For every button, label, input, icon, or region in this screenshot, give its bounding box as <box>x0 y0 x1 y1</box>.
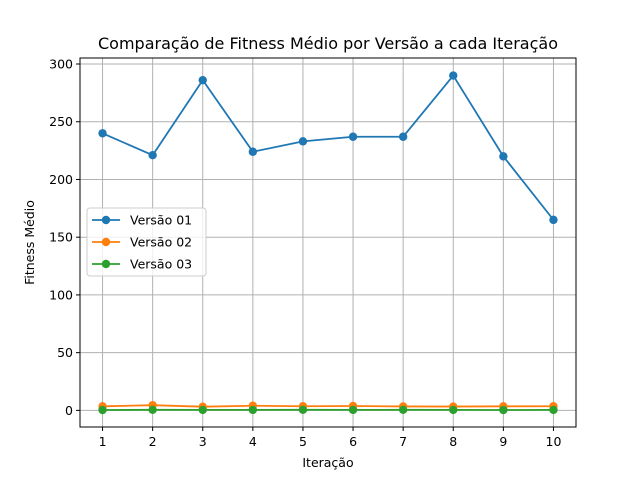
data-point <box>398 132 408 141</box>
plot-frame <box>79 57 577 428</box>
data-point <box>549 405 558 415</box>
series-line <box>102 404 554 408</box>
x-tick-label: 6 <box>349 434 357 449</box>
legend-marker <box>101 215 111 225</box>
legend-box <box>86 207 207 277</box>
y-tick-label: 300 <box>49 57 73 72</box>
legend-marker <box>101 237 111 247</box>
x-axis-label: Iteração <box>302 455 353 470</box>
data-point <box>148 151 157 160</box>
y-axis-label: Fitness Médio <box>22 200 37 285</box>
x-tick-label: 4 <box>249 434 257 449</box>
legend-item: Versão 02 <box>92 235 192 250</box>
x-tick-label: 2 <box>149 434 157 449</box>
legend-marker <box>101 259 111 269</box>
legend-label: Versão 02 <box>130 235 192 250</box>
data-point <box>348 405 358 415</box>
x-tick-label: 3 <box>199 434 207 449</box>
data-point <box>98 405 107 415</box>
x-tick-label: 8 <box>449 434 457 449</box>
series-line <box>102 74 555 221</box>
data-point <box>248 147 258 156</box>
data-point <box>499 405 508 415</box>
data-point <box>449 71 458 80</box>
series-layer <box>98 71 558 415</box>
series-3 <box>98 405 558 415</box>
legend: Versão 01 Versão 02 Versão 03 <box>86 207 207 277</box>
data-point <box>198 75 207 85</box>
data-point <box>398 405 408 414</box>
data-point <box>549 215 558 225</box>
data-point <box>98 129 107 138</box>
series-1 <box>98 71 558 225</box>
chart-title: Comparação de Fitness Médio por Versão a… <box>98 34 558 53</box>
y-tick-label: 200 <box>49 172 73 187</box>
y-tick-label: 100 <box>49 287 73 302</box>
data-point <box>449 405 458 415</box>
legend-label: Versão 01 <box>130 213 192 228</box>
x-tick-label: 5 <box>299 434 307 449</box>
data-point <box>198 405 207 415</box>
x-tick-label: 9 <box>499 434 507 449</box>
x-tick-label: 10 <box>546 434 562 449</box>
y-tick-label: 0 <box>65 403 73 418</box>
x-tick-label: 1 <box>99 434 107 449</box>
y-tick-label: 150 <box>49 230 73 245</box>
data-point <box>298 137 308 146</box>
legend-label: Versão 03 <box>130 257 192 272</box>
legend-item: Versão 01 <box>92 213 192 228</box>
y-tick-label: 250 <box>49 114 73 129</box>
data-point <box>248 405 258 415</box>
data-point <box>148 405 157 414</box>
legend-item: Versão 03 <box>92 257 192 272</box>
data-point <box>298 405 308 414</box>
x-tick-label: 7 <box>399 434 407 449</box>
data-point <box>348 132 358 141</box>
data-point <box>499 152 508 161</box>
y-tick-label: 50 <box>57 345 73 360</box>
